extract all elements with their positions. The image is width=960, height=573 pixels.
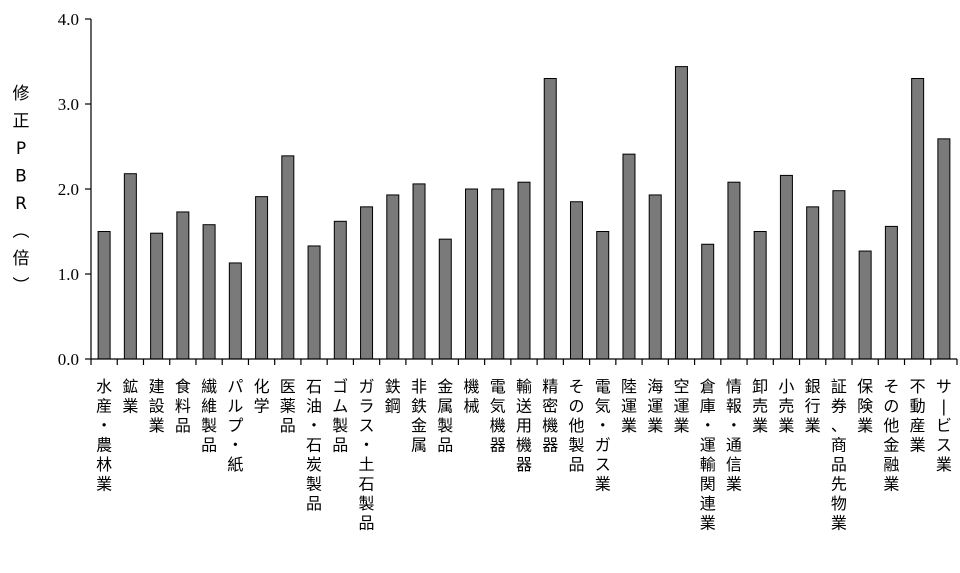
x-category-label: 倉庫・運輸関連業 xyxy=(700,377,716,533)
x-axis-category-labels: 水産・農林業鉱業建設業食料品繊維製品パルプ・紙化学医薬品石油・石炭製品ゴム製品ガ… xyxy=(96,377,952,533)
bar xyxy=(701,243,715,360)
bar xyxy=(648,194,662,360)
x-category-label: その他金融業 xyxy=(883,377,899,494)
bar xyxy=(858,250,872,360)
x-category-label: ガラス・土石製品 xyxy=(359,377,375,533)
x-category-label: 証券、商品先物業 xyxy=(831,377,847,533)
bar xyxy=(753,231,767,360)
bar xyxy=(333,220,347,360)
axes xyxy=(85,18,958,365)
bar xyxy=(806,206,820,360)
bar xyxy=(438,238,452,360)
bar xyxy=(884,225,898,360)
y-tick-label: 1.0 xyxy=(58,265,79,284)
bar xyxy=(307,245,321,360)
x-category-label: 保険業 xyxy=(857,377,873,435)
x-category-label: パルプ・紙 xyxy=(227,377,243,474)
y-axis-label: 修正 P B R ︵倍︶ xyxy=(13,84,30,297)
x-category-label: 建設業 xyxy=(149,377,165,435)
x-category-label: 情報・通信業 xyxy=(726,377,742,494)
bar xyxy=(569,201,583,360)
x-category-label: 鉱業 xyxy=(122,377,138,416)
x-category-label: 医薬品 xyxy=(280,377,296,435)
bar xyxy=(911,78,925,360)
bar xyxy=(596,231,610,360)
bar xyxy=(622,153,636,360)
bar xyxy=(543,78,557,360)
y-tick-label: 0.0 xyxy=(58,350,79,369)
bars-group xyxy=(97,66,951,360)
x-category-label: 輸送用機器 xyxy=(516,377,532,474)
bar xyxy=(281,155,295,360)
bar xyxy=(386,194,400,360)
bar xyxy=(150,232,164,360)
bar xyxy=(727,181,741,360)
y-axis-ticks: 0.0 1.0 2.0 3.0 4.0 xyxy=(58,10,79,369)
y-axis-title: 修正 P B R ︵倍︶ xyxy=(13,84,30,297)
x-category-label: 化学 xyxy=(254,377,270,416)
y-tick-label: 4.0 xyxy=(58,10,79,29)
x-category-label: 食料品 xyxy=(175,377,191,435)
x-category-label: 精密機器 xyxy=(542,377,558,455)
x-category-label: ゴム製品 xyxy=(332,377,348,455)
bar xyxy=(228,262,242,360)
bar xyxy=(176,211,190,360)
bar xyxy=(465,188,479,360)
x-category-label: 卸売業 xyxy=(752,377,768,435)
bar xyxy=(412,183,426,360)
x-category-label: その他製品 xyxy=(568,377,584,474)
x-category-label: 不動産業 xyxy=(910,377,926,455)
y-tick-label: 2.0 xyxy=(58,180,79,199)
x-category-label: 小売業 xyxy=(778,377,794,435)
bar xyxy=(97,231,111,360)
bar xyxy=(779,174,793,360)
bar xyxy=(491,188,505,360)
bar xyxy=(202,224,216,360)
y-tick-label: 3.0 xyxy=(58,95,79,114)
x-category-label: 水産・農林業 xyxy=(96,377,112,494)
bar xyxy=(937,138,951,360)
bar xyxy=(517,181,531,360)
x-category-label: 鉄鋼 xyxy=(385,377,401,416)
x-category-label: 銀行業 xyxy=(805,377,821,435)
x-category-label: 非鉄金属 xyxy=(411,377,427,455)
x-category-label: 海運業 xyxy=(647,377,663,435)
x-category-label: 繊維製品 xyxy=(201,377,217,455)
bar xyxy=(123,173,137,360)
x-category-label: 電気・ガス業 xyxy=(595,377,611,494)
x-category-label: 空運業 xyxy=(673,377,689,435)
x-category-label: 電気機器 xyxy=(490,377,506,455)
x-category-label: 金属製品 xyxy=(437,377,453,455)
bar xyxy=(255,196,269,360)
x-category-label: 陸運業 xyxy=(621,377,637,435)
x-category-label: 石油・石炭製品 xyxy=(306,377,322,513)
x-category-label: 機械 xyxy=(464,377,480,416)
bar xyxy=(832,190,846,360)
bar xyxy=(674,66,688,360)
bar xyxy=(360,206,374,360)
x-category-label: サ|ビス業 xyxy=(936,377,952,474)
